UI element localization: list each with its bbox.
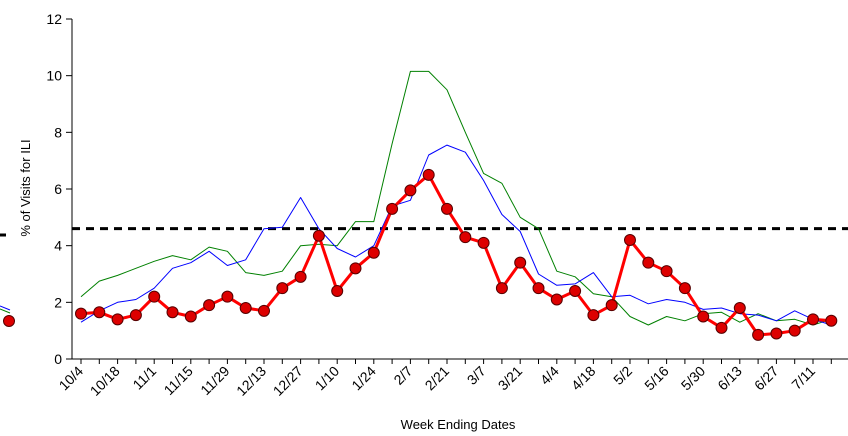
data-point	[733, 302, 746, 314]
data-point	[752, 328, 765, 341]
y-tick-label: 2	[54, 294, 62, 310]
data-point	[825, 314, 838, 327]
data-point	[605, 299, 618, 312]
data-point	[75, 307, 87, 320]
data-point	[715, 321, 728, 334]
data-point	[441, 202, 453, 215]
data-point	[349, 262, 362, 275]
data-point	[495, 282, 508, 295]
data-point	[459, 231, 472, 244]
data-point	[386, 202, 399, 215]
data-point	[184, 310, 197, 323]
left-blue-fragment	[0, 305, 11, 311]
x-tick-label: 3/21	[495, 363, 526, 394]
x-tick-label: 5/16	[641, 363, 672, 394]
x-axis: 10/4 10/18 11/1 11/15 11/29 12/13 12/27 1/10 1/2…	[56, 358, 848, 399]
x-tick-label: 11/1	[129, 363, 159, 393]
x-tick-label: 2/21	[422, 363, 453, 394]
data-point	[624, 234, 636, 246]
x-tick-label: 11/29	[197, 363, 233, 399]
y-axis-title: % of Visits for ILI	[18, 139, 33, 236]
data-point	[367, 246, 380, 259]
data-point	[166, 306, 179, 319]
series-line-0	[80, 173, 832, 337]
x-axis-title: Week Ending Dates	[401, 417, 516, 432]
data-point	[807, 313, 819, 326]
x-tick-label: 10/4	[56, 363, 87, 394]
x-tick-label: 12/27	[270, 363, 306, 399]
data-point	[221, 290, 234, 303]
x-tick-label: 7/11	[788, 363, 818, 393]
x-tick-label: 4/4	[537, 363, 562, 388]
x-tick-label: 10/18	[87, 363, 123, 399]
data-point	[294, 270, 307, 283]
data-point	[569, 285, 582, 297]
y-axis: 0 2 4 6 8 10 12	[46, 11, 73, 367]
data-point	[129, 309, 142, 322]
x-tick-label: 1/24	[348, 363, 379, 394]
data-point	[678, 282, 691, 295]
left-partial-chart	[0, 233, 15, 327]
y-tick-label: 4	[54, 238, 62, 254]
data-point	[148, 290, 161, 303]
y-tick-label: 0	[54, 351, 62, 367]
x-tick-label: 5/30	[678, 363, 709, 394]
left-red-marker	[3, 315, 15, 327]
data-point	[477, 236, 490, 249]
y-tick-label: 12	[46, 11, 62, 27]
data-point	[111, 313, 124, 326]
data-point	[770, 327, 783, 340]
data-point	[276, 282, 289, 295]
data-point	[660, 265, 673, 278]
y-tick-label: 8	[54, 124, 62, 140]
data-point	[550, 293, 563, 306]
x-tick-label: 6/27	[751, 363, 782, 394]
data-point	[514, 256, 527, 269]
data-point	[697, 310, 710, 323]
data-point	[422, 168, 435, 181]
x-tick-label: 4/18	[568, 363, 599, 394]
data-point	[642, 256, 655, 269]
x-tick-label: 1/10	[312, 363, 343, 394]
x-tick-label: 2/7	[390, 363, 415, 388]
data-point	[404, 184, 417, 197]
data-point	[258, 304, 270, 317]
data-point	[239, 302, 252, 314]
series-line-2	[80, 70, 832, 326]
x-tick-label: 5/2	[610, 363, 635, 388]
left-green-fragment	[0, 308, 11, 314]
data-point	[788, 324, 801, 337]
x-tick-label: 6/13	[714, 363, 745, 394]
series-line-1	[80, 144, 832, 326]
x-tick-label: 12/13	[233, 363, 269, 399]
data-point	[587, 309, 600, 322]
data-point	[532, 282, 545, 295]
x-tick-label: 11/15	[161, 363, 197, 399]
data-point	[93, 306, 106, 319]
data-point	[312, 229, 325, 242]
y-tick-label: 10	[46, 68, 62, 84]
marker-group	[75, 168, 838, 341]
series-group	[80, 70, 832, 337]
data-point	[203, 299, 216, 312]
y-tick-label: 6	[54, 181, 62, 197]
x-tick-label: 3/7	[464, 363, 489, 388]
data-point	[331, 285, 344, 297]
